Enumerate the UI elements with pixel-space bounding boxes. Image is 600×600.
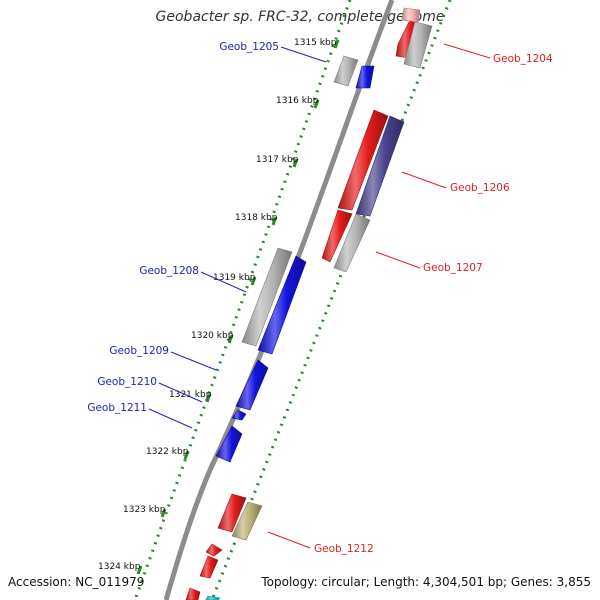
- scale-tick: [183, 450, 190, 460]
- gene-arrow-khaki: [231, 501, 263, 541]
- accession-label: Accession: NC_011979: [8, 575, 145, 589]
- gene-label: Geob_1205: [219, 41, 279, 53]
- gene-arrow-blue: [355, 65, 375, 89]
- gene-label: Geob_1207: [423, 262, 483, 274]
- outer-tick-track: [133, 0, 352, 600]
- gene-label-leader: [158, 382, 203, 403]
- gene-label: Geob_1206: [450, 182, 510, 194]
- gene-arrow-grey: [241, 247, 293, 347]
- gene-label: Geob_1211: [87, 402, 147, 414]
- gene-arrow-red: [205, 543, 223, 557]
- gene-label-leader: [375, 251, 421, 269]
- gene-label-leader: [200, 271, 247, 293]
- scale-tick: [136, 565, 143, 575]
- gene-arrow-blue: [231, 409, 247, 421]
- gene-label-leader: [280, 46, 327, 63]
- gene-arrow-cyan: [205, 595, 221, 600]
- scale-tick: [292, 158, 299, 168]
- gene-label-leader: [401, 171, 447, 189]
- gene-arrow-grey: [333, 55, 359, 87]
- scale-label: 1323 kbp: [123, 505, 166, 515]
- scale-tick: [250, 276, 257, 286]
- gene-arrow-red: [321, 209, 353, 263]
- gene-label: Geob_1204: [493, 53, 553, 65]
- gene-label: Geob_1212: [314, 543, 374, 555]
- scale-tick: [160, 508, 167, 518]
- gene-arrow-red: [217, 493, 247, 533]
- gene-arrow-grey: [403, 21, 433, 69]
- scale-tick: [227, 334, 234, 344]
- gene-arrow-navy: [355, 115, 405, 217]
- scale-label: 1316 kbp: [276, 96, 319, 106]
- scale-tick: [205, 393, 212, 403]
- gene-label: Geob_1208: [139, 265, 199, 277]
- gene-label: Geob_1210: [97, 376, 157, 388]
- gene-label: Geob_1209: [109, 345, 169, 357]
- gene-arrow-blue: [257, 255, 307, 355]
- inner-tick-track: [210, 0, 452, 600]
- gene-arrow-blue: [235, 359, 269, 411]
- gene-arrow-pink: [401, 7, 421, 23]
- gene-arrow-red: [185, 587, 201, 600]
- gene-label-leader: [148, 408, 193, 429]
- gene-label-leader: [267, 531, 311, 549]
- gene-arrow-grey: [333, 213, 371, 273]
- scale-label: 1320 kbp: [191, 331, 234, 341]
- gene-arrow-red: [199, 555, 219, 579]
- scale-label: 1322 kbp: [146, 447, 189, 457]
- scale-label: 1319 kbp: [213, 273, 256, 283]
- scale-label: 1318 kbp: [235, 213, 278, 223]
- genome-summary: Topology: circular; Length: 4,304,501 bp…: [261, 575, 591, 589]
- scale-tick: [271, 216, 278, 226]
- gene-label-leader: [443, 43, 491, 59]
- gene-arrow-blue: [215, 425, 243, 463]
- scale-tick: [333, 39, 340, 49]
- scale-label: 1315 kbp: [294, 38, 337, 48]
- gene-arrow-red: [337, 109, 389, 211]
- gene-label-leader: [170, 351, 217, 371]
- scale-label: 1321 kbp: [169, 390, 212, 400]
- map-title: Geobacter sp. FRC-32, complete genome: [155, 9, 445, 25]
- scale-label: 1317 kbp: [256, 155, 299, 165]
- scale-tick: [313, 99, 320, 109]
- scale-label: 1324 kbp: [98, 562, 141, 572]
